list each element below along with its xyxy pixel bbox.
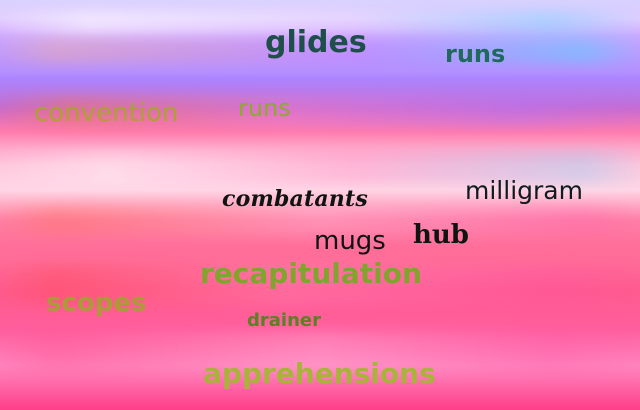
background-streak: [0, 95, 640, 127]
word-drainer: drainer: [247, 310, 321, 331]
background-streak: [0, 150, 640, 184]
word-apprehensions: apprehensions: [203, 357, 436, 390]
word-scopes: scopes: [46, 288, 147, 318]
background-streak: [0, 265, 640, 305]
word-mugs: mugs: [314, 226, 386, 256]
background-streak: [0, 10, 640, 36]
background-streak: [0, 330, 640, 374]
word-hub: hub: [413, 220, 469, 250]
word-runs-top: runs: [445, 40, 506, 68]
word-runs-mid: runs: [238, 94, 291, 122]
background-streak: [0, 205, 640, 235]
word-glides: glides: [265, 25, 367, 60]
word-milligram: milligram: [465, 176, 583, 205]
word-combatants: combatants: [222, 186, 368, 212]
background-streak: [0, 38, 640, 64]
word-convention: convention: [34, 98, 179, 128]
word-recapitulation: recapitulation: [200, 257, 422, 290]
